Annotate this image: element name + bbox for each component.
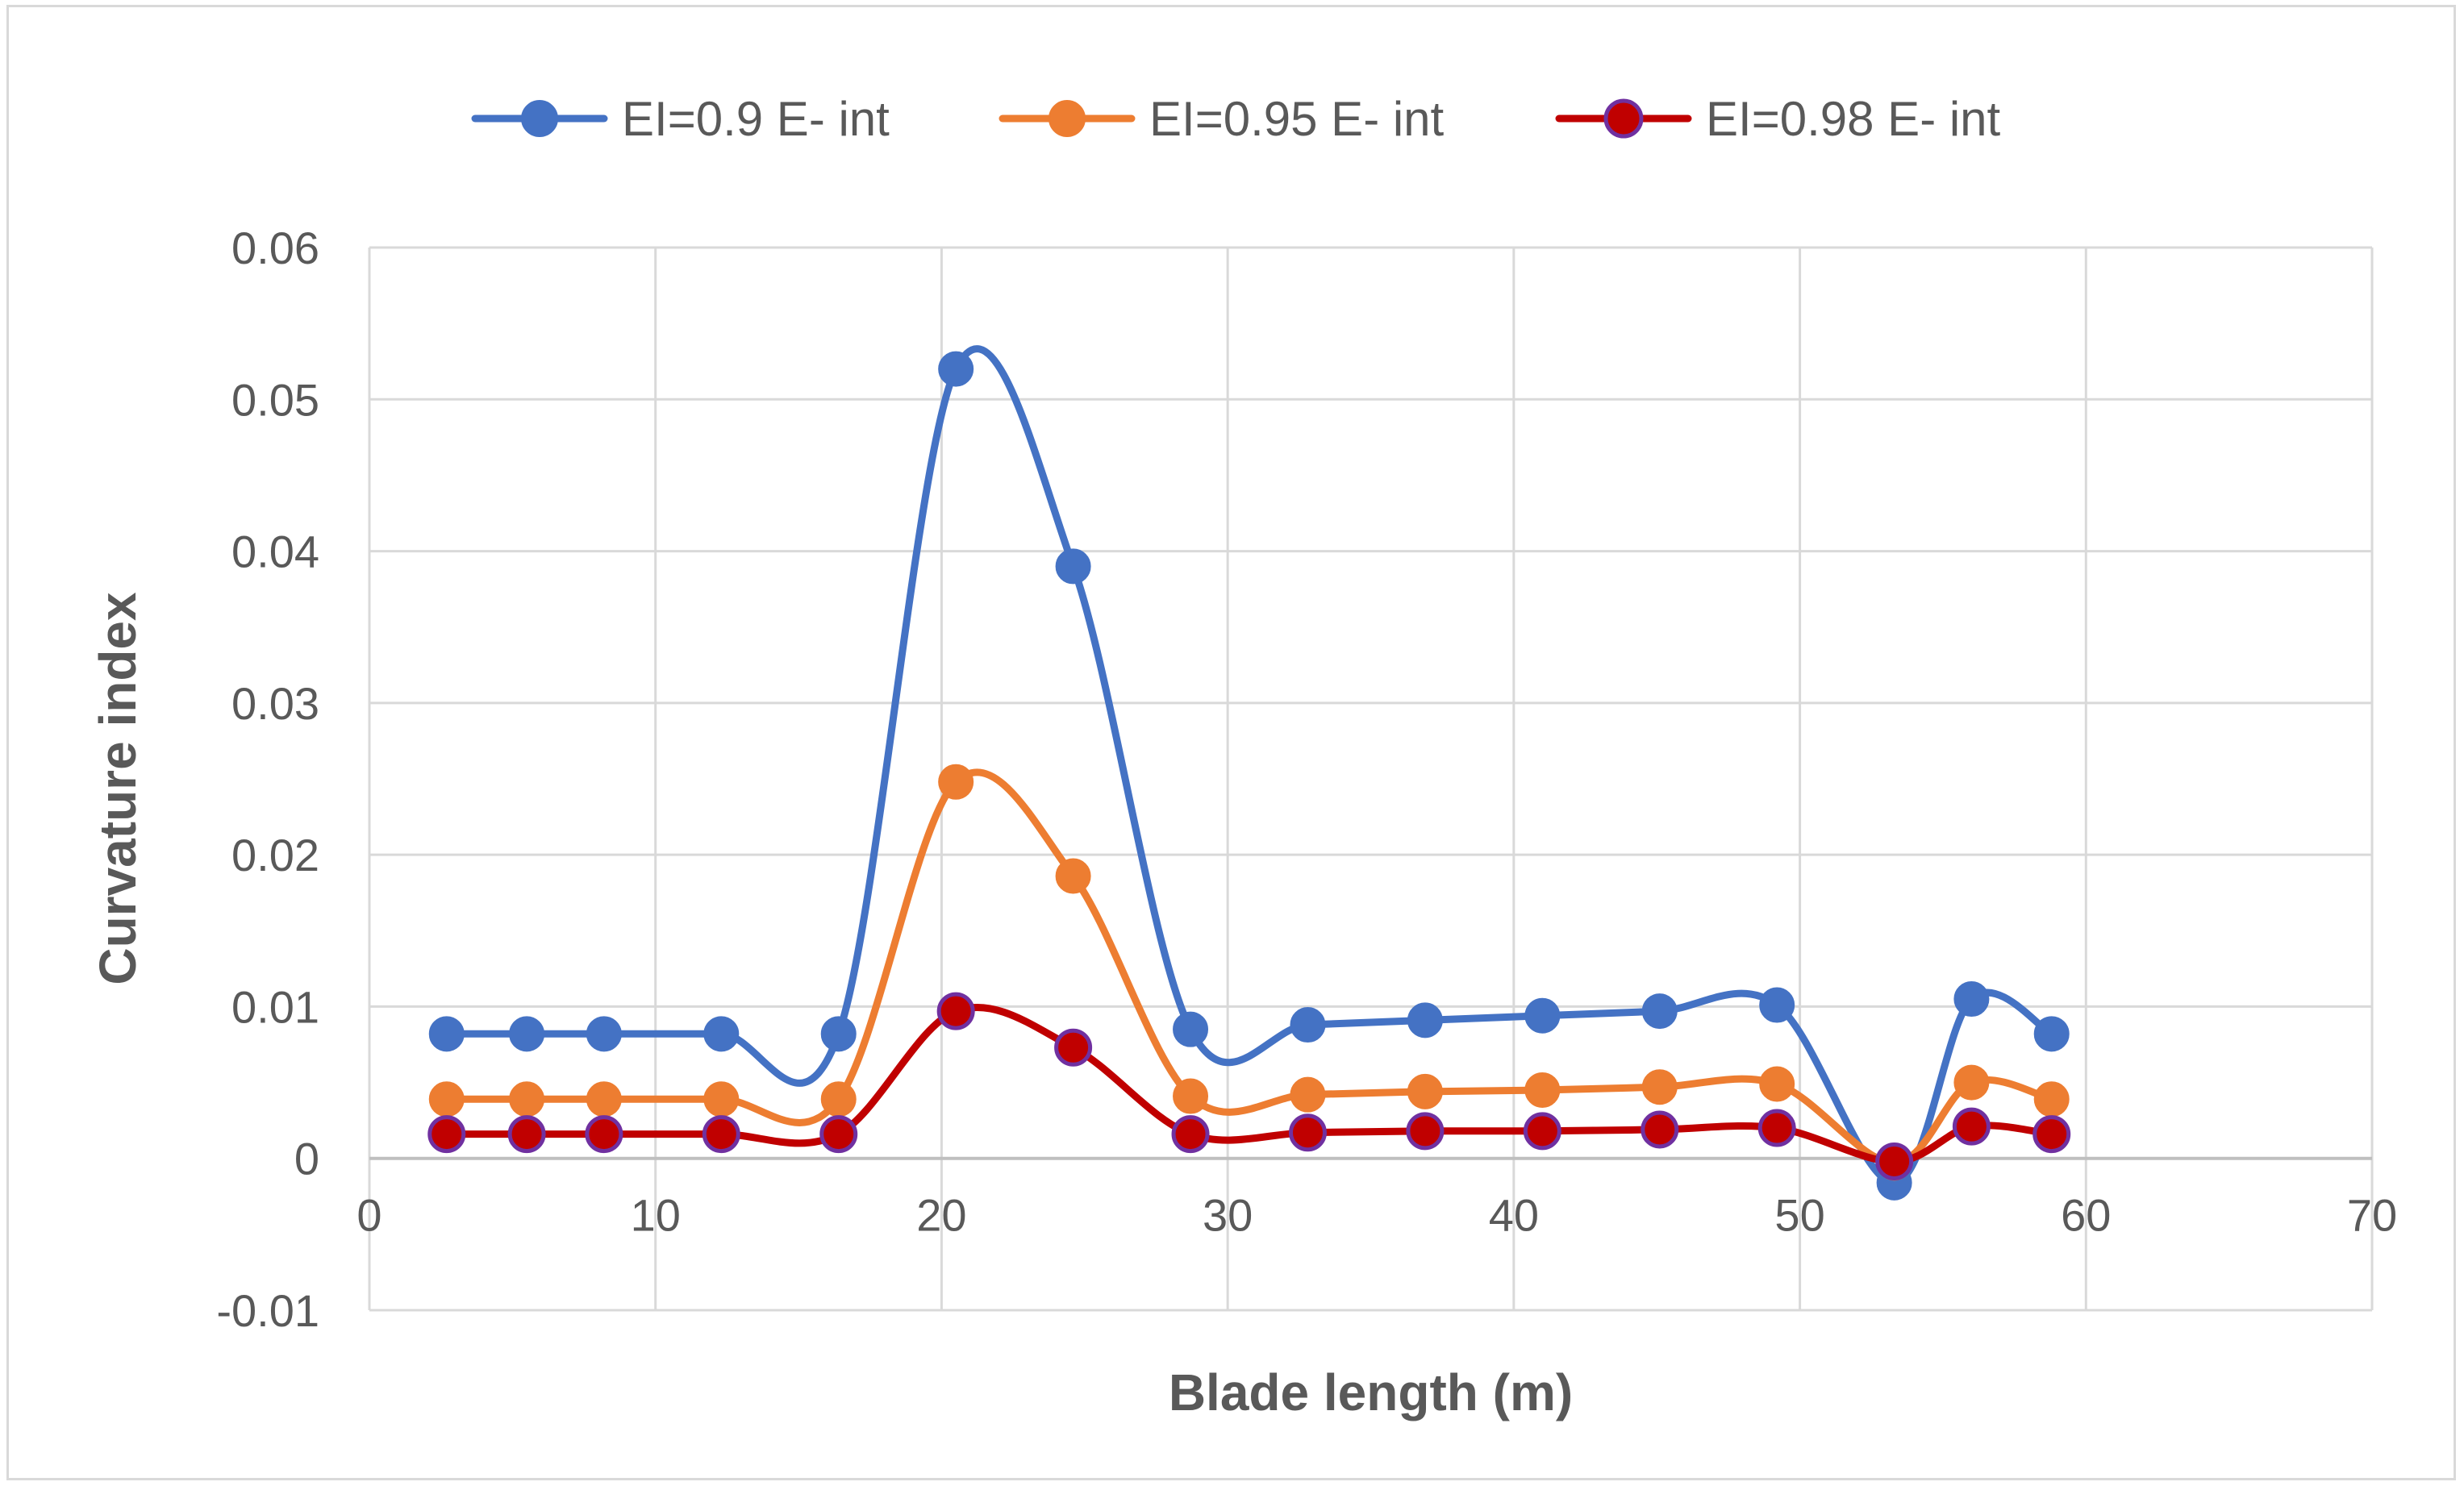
series-3-point: [1171, 1115, 1210, 1154]
legend-marker-3: [1603, 98, 1644, 139]
x-tick-label: 10: [631, 1190, 681, 1241]
y-tick-label: 0.06: [231, 223, 319, 273]
series-1-point: [1641, 993, 1678, 1030]
series-3-point: [1875, 1142, 1914, 1180]
legend-marker-1: [521, 100, 558, 137]
x-tick-label: 70: [2347, 1190, 2397, 1241]
series-2-point: [820, 1081, 857, 1118]
series-2-point: [938, 764, 974, 800]
y-tick-label: 0: [294, 1134, 319, 1184]
series-1-point: [820, 1016, 857, 1052]
series-3-point: [507, 1115, 546, 1154]
y-tick-label: 0.01: [231, 981, 319, 1032]
x-tick-label: 0: [356, 1190, 381, 1241]
legend-entry-3: EI=0.98 E- int: [1555, 92, 2001, 146]
series-3-point: [936, 992, 975, 1030]
series-2-point: [1407, 1073, 1443, 1109]
gridlines: [368, 246, 2374, 1312]
series-3-point: [427, 1115, 466, 1154]
x-tick-label: 50: [1774, 1190, 1824, 1241]
series-3-point: [1952, 1107, 1991, 1146]
series-1-point: [1290, 1007, 1326, 1043]
series-3-point: [585, 1115, 623, 1154]
series-2-point: [703, 1081, 740, 1118]
series-1-point: [1407, 1002, 1443, 1038]
series-1-point: [938, 351, 974, 387]
series-1-point: [1759, 987, 1795, 1023]
x-tick-label: 20: [916, 1190, 966, 1241]
series-2-point: [2033, 1081, 2070, 1118]
legend-entry-1: EI=0.9 E- int: [471, 92, 890, 146]
series-1-point: [509, 1016, 545, 1052]
series-1-point: [1055, 548, 1091, 585]
series-line-2: [443, 768, 2056, 1167]
series-1-point: [2033, 1016, 2070, 1052]
series-3-point: [1757, 1109, 1796, 1147]
line-chart: 0 10 20 30 40 50 60 70 -0.01 0 0.01 0.02 0.03 0.04 0.0…: [89, 92, 2397, 1421]
x-tick-label: 60: [2061, 1190, 2111, 1241]
series-3-point: [1641, 1110, 1679, 1149]
series-3-point: [2032, 1115, 2071, 1154]
legend-marker-2: [1049, 100, 1086, 137]
series-3-point: [1288, 1113, 1327, 1152]
series-3-point: [1523, 1112, 1561, 1151]
series-1-point: [1173, 1011, 1209, 1047]
series-3-point: [819, 1115, 858, 1154]
legend: EI=0.9 E- int EI=0.95 E- int EI=0.98 E- in…: [471, 92, 2001, 146]
y-tick-label: 0.04: [231, 526, 319, 577]
x-tick-label: 30: [1203, 1190, 1253, 1241]
y-tick-label: 0.03: [231, 678, 319, 729]
x-axis-title: Blade length (m): [1169, 1363, 1573, 1421]
y-tick-label: -0.01: [216, 1285, 319, 1336]
series-2-point: [1524, 1072, 1561, 1108]
series-1-point: [1524, 997, 1561, 1034]
series-2-point: [509, 1081, 545, 1118]
series-2-point: [1641, 1069, 1678, 1105]
legend-label-2: EI=0.95 E- int: [1149, 92, 1445, 146]
legend-label-1: EI=0.9 E- int: [622, 92, 890, 146]
series-2-point: [1759, 1066, 1795, 1102]
y-axis-title: Curvature index: [89, 592, 147, 985]
tick-labels: 0 10 20 30 40 50 60 70 -0.01 0 0.01 0.02 0.03 0.04 0.0…: [216, 223, 2397, 1336]
y-tick-label: 0.02: [231, 830, 319, 880]
series-line-1: [443, 345, 2056, 1187]
series-2-point: [586, 1081, 622, 1118]
series-2-point: [1953, 1064, 1990, 1101]
series-1-point: [428, 1016, 465, 1052]
series-1-point: [703, 1016, 740, 1052]
series-3-point: [702, 1115, 740, 1154]
series-2-point: [428, 1081, 465, 1118]
chart-frame: 0 10 20 30 40 50 60 70 -0.01 0 0.01 0.02 0.03 0.04 0.0…: [6, 5, 2456, 1480]
axis-titles: Blade length (m) Curvature index: [89, 592, 1573, 1421]
series-2-point: [1173, 1078, 1209, 1114]
series-2-point: [1290, 1076, 1326, 1113]
series-1-point: [1953, 981, 1990, 1018]
legend-label-3: EI=0.98 E- int: [1706, 92, 2001, 146]
y-tick-label: 0.05: [231, 374, 319, 425]
series-3-point: [1406, 1112, 1445, 1151]
series-layer: [427, 345, 2071, 1201]
series-2-point: [1055, 858, 1091, 894]
legend-entry-2: EI=0.95 E- int: [999, 92, 1445, 146]
series-1-point: [586, 1016, 622, 1052]
x-tick-label: 40: [1489, 1190, 1539, 1241]
series-3-point: [1054, 1028, 1093, 1067]
